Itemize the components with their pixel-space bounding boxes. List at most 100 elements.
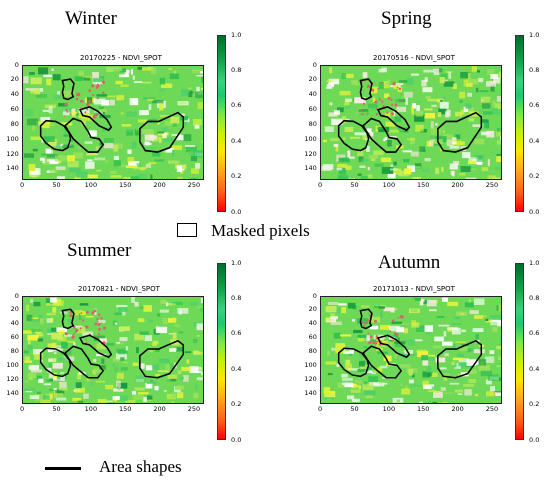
raster-patch <box>451 323 462 325</box>
raster-patch <box>169 363 177 370</box>
area-shape-north <box>61 78 75 101</box>
masked-pixel <box>361 321 363 323</box>
raster-patch <box>454 362 461 369</box>
raster-patch <box>498 363 501 366</box>
raster-patch <box>52 74 61 81</box>
raster-patch <box>387 136 397 139</box>
raster-patch <box>487 374 499 381</box>
masked-pixel <box>93 309 97 313</box>
raster-patch <box>33 301 41 307</box>
raster-patch <box>465 103 472 109</box>
raster-patch <box>29 71 35 76</box>
raster-patch <box>142 129 154 135</box>
raster-patch <box>23 153 35 158</box>
masked-pixel <box>361 112 364 115</box>
raster-patch <box>377 367 383 372</box>
raster-patch <box>170 116 180 124</box>
raster-patch <box>363 346 368 349</box>
raster-patch <box>335 114 339 116</box>
raster-patch <box>38 378 44 383</box>
raster-patch <box>370 107 378 111</box>
masked-pixel <box>373 319 377 323</box>
raster-patch <box>423 384 435 390</box>
raster-patch <box>442 341 453 346</box>
masked-pixel <box>391 112 395 116</box>
masked-pixel <box>101 85 103 87</box>
raster-patch <box>126 129 136 132</box>
raster-patch <box>485 318 489 322</box>
raster-patch <box>167 374 177 379</box>
ndvi-image <box>320 296 502 404</box>
area-shape-center <box>64 117 105 153</box>
raster-patch <box>441 297 448 302</box>
raster-patch <box>171 149 175 157</box>
raster-patch <box>431 386 436 390</box>
raster-patch <box>143 305 152 312</box>
area-shape-east <box>437 111 483 153</box>
raster-patch <box>342 137 346 141</box>
y-tick-label: 0 <box>14 291 19 300</box>
raster-patch <box>399 383 404 386</box>
raster-patch <box>154 159 165 162</box>
raster-patch <box>357 335 365 342</box>
y-tick-label: 120 <box>304 149 317 158</box>
raster-patch <box>350 136 361 139</box>
raster-patch <box>496 156 501 162</box>
y-tick-label: 80 <box>10 119 19 128</box>
raster-patch <box>195 92 203 99</box>
y-tick-label: 120 <box>6 149 19 158</box>
raster-patch <box>95 380 106 383</box>
raster-patch <box>364 381 368 387</box>
raster-patch <box>94 98 106 105</box>
x-tick-label: 250 <box>187 181 201 189</box>
raster-patch <box>72 397 82 401</box>
masked-pixel <box>380 81 383 83</box>
raster-patch <box>435 167 440 175</box>
raster-patch <box>331 347 337 351</box>
raster-patch <box>353 329 363 334</box>
raster-patch <box>373 382 385 387</box>
colorbar-tick-label: 0.0 <box>529 435 540 444</box>
colorbar-tick-label: 0.0 <box>231 435 242 444</box>
raster-patch <box>173 70 177 75</box>
area-shape-north <box>359 78 373 101</box>
raster-patch <box>466 82 473 87</box>
raster-patch <box>159 309 169 313</box>
raster-patch <box>446 139 455 147</box>
raster-patch <box>52 307 57 313</box>
raster-patch <box>412 297 420 299</box>
masked-pixel <box>69 314 73 318</box>
raster-patch <box>168 333 176 335</box>
masked-pixel <box>378 98 381 101</box>
raster-patch <box>464 302 474 308</box>
raster-patch <box>500 135 501 140</box>
raster-patch <box>440 367 447 370</box>
raster-patch <box>175 347 183 352</box>
raster-patch <box>141 166 147 170</box>
masked-pixel <box>369 313 371 315</box>
ndvi-raster <box>23 66 203 179</box>
raster-patch <box>127 149 132 154</box>
raster-patch <box>146 395 153 400</box>
raster-patch <box>25 109 34 117</box>
raster-patch <box>114 322 118 325</box>
raster-patch <box>390 342 393 349</box>
masked-pixel <box>365 321 368 324</box>
raster-patch <box>93 335 105 342</box>
masked-pixel <box>64 115 66 118</box>
x-tick-label: 0 <box>318 181 323 189</box>
raster-patch <box>112 357 120 362</box>
raster-patch <box>351 384 358 389</box>
raster-patch <box>405 385 408 390</box>
raster-patch <box>436 402 448 403</box>
raster-patch <box>131 297 135 303</box>
raster-patch <box>55 297 58 303</box>
raster-patch <box>453 83 457 88</box>
raster-patch <box>495 392 501 396</box>
masked-pixel <box>91 84 95 88</box>
raster-patch <box>49 393 53 399</box>
y-tick-label: 60 <box>10 105 19 114</box>
raster-patch <box>443 331 447 337</box>
raster-patch <box>109 171 117 174</box>
raster-patch <box>180 376 184 380</box>
